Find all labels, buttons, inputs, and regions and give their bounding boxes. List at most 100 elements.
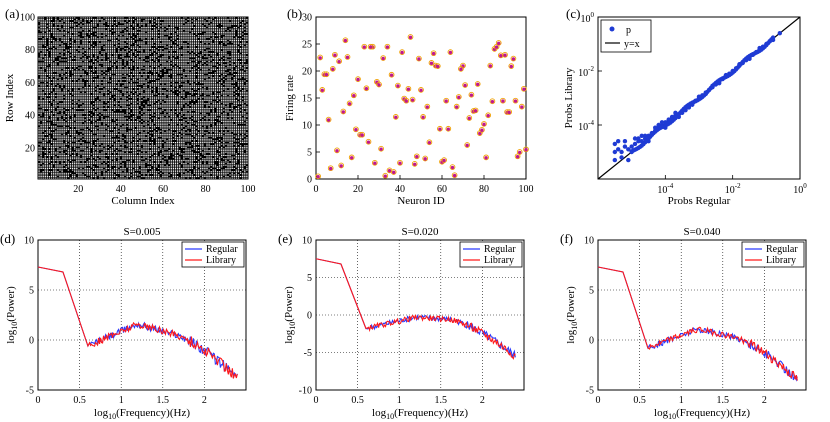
matrix-cell	[82, 70, 84, 72]
matrix-cell	[214, 103, 217, 105]
matrix-cell	[65, 75, 67, 77]
matrix-cell	[57, 20, 59, 22]
matrix-cell	[40, 20, 42, 22]
matrix-cell	[38, 64, 40, 66]
matrix-cell	[82, 54, 84, 56]
matrix-cell	[151, 44, 154, 46]
matrix-cell	[40, 30, 42, 32]
matrix-cell	[74, 38, 76, 40]
matrix-cell	[74, 88, 76, 90]
matrix-cell	[244, 117, 246, 119]
matrix-cell	[160, 48, 162, 50]
matrix-cell	[46, 114, 49, 116]
matrix-cell	[239, 95, 242, 97]
matrix-cell	[202, 96, 204, 98]
matrix-cell	[168, 35, 170, 37]
matrix-cell	[179, 69, 181, 71]
matrix-cell	[237, 25, 240, 27]
matrix-cell	[88, 52, 91, 54]
matrix-cell	[206, 41, 208, 43]
matrix-cell	[67, 103, 70, 105]
matrix-cell	[218, 65, 221, 67]
matrix-cell	[218, 82, 221, 84]
matrix-cell	[231, 98, 233, 100]
matrix-cell	[244, 56, 246, 58]
matrix-cell	[193, 20, 196, 22]
matrix-cell	[221, 85, 223, 87]
matrix-cell	[239, 18, 242, 20]
matrix-cell	[149, 95, 151, 97]
matrix-cell	[139, 44, 141, 46]
matrix-cell	[116, 27, 118, 29]
matrix-cell	[118, 106, 120, 108]
matrix-cell	[187, 116, 189, 118]
matrix-cell	[124, 51, 126, 53]
matrix-cell	[130, 80, 133, 82]
matrix-cell	[65, 70, 67, 72]
matrix-cell	[216, 70, 219, 72]
matrix-cell	[57, 39, 59, 41]
matrix-cell	[225, 27, 227, 29]
matrix-cell	[176, 39, 179, 41]
matrix-cell	[111, 18, 114, 20]
matrix-cell	[126, 72, 128, 74]
matrix-cell	[202, 67, 204, 69]
matrix-cell	[172, 59, 175, 61]
matrix-cell	[132, 86, 135, 88]
matrix-cell	[99, 86, 101, 88]
matrix-cell	[202, 39, 204, 41]
matrix-cell	[55, 116, 57, 118]
matrix-cell	[44, 38, 46, 40]
matrix-cell	[195, 104, 198, 106]
matrix-cell	[145, 104, 147, 106]
matrix-cell	[71, 86, 74, 88]
matrix-cell	[179, 33, 181, 35]
matrix-cell	[210, 48, 212, 50]
matrix-cell	[235, 104, 238, 106]
matrix-cell	[118, 25, 120, 27]
matrix-cell	[130, 51, 133, 53]
matrix-cell	[55, 33, 57, 35]
matrix-cell	[216, 61, 219, 63]
matrix-cell	[122, 88, 124, 90]
matrix-cell	[105, 38, 107, 40]
matrix-cell	[88, 99, 91, 101]
matrix-cell	[40, 46, 42, 48]
matrix-cell	[147, 67, 149, 69]
matrix-cell	[59, 108, 61, 110]
matrix-cell	[120, 20, 122, 22]
matrix-cell	[233, 114, 235, 116]
matrix-cell	[223, 88, 225, 90]
matrix-cell	[185, 23, 187, 25]
matrix-cell	[179, 23, 181, 25]
matrix-cell	[97, 52, 99, 54]
matrix-cell	[126, 59, 128, 61]
matrix-cell	[44, 98, 46, 100]
matrix-cell	[221, 62, 223, 64]
matrix-cell	[88, 93, 91, 95]
matrix-cell	[105, 106, 107, 108]
matrix-cell	[141, 83, 143, 85]
matrix-cell	[126, 39, 128, 41]
matrix-cell	[86, 75, 88, 77]
matrix-cell	[155, 46, 158, 48]
matrix-cell	[244, 31, 246, 33]
matrix-cell	[197, 80, 200, 82]
matrix-cell	[130, 22, 133, 24]
matrix-cell	[210, 54, 212, 56]
matrix-cell	[111, 75, 114, 77]
matrix-cell	[221, 104, 223, 106]
matrix-cell	[137, 109, 139, 111]
matrix-cell	[187, 28, 189, 30]
matrix-cell	[116, 112, 118, 114]
matrix-cell	[63, 65, 65, 67]
matrix-cell	[97, 33, 99, 35]
matrix-cell	[116, 117, 118, 119]
matrix-cell	[80, 61, 82, 63]
matrix-cell	[155, 43, 158, 45]
matrix-cell	[210, 116, 212, 118]
matrix-cell	[101, 85, 103, 87]
matrix-cell	[42, 74, 44, 75]
matrix-cell	[120, 41, 122, 43]
